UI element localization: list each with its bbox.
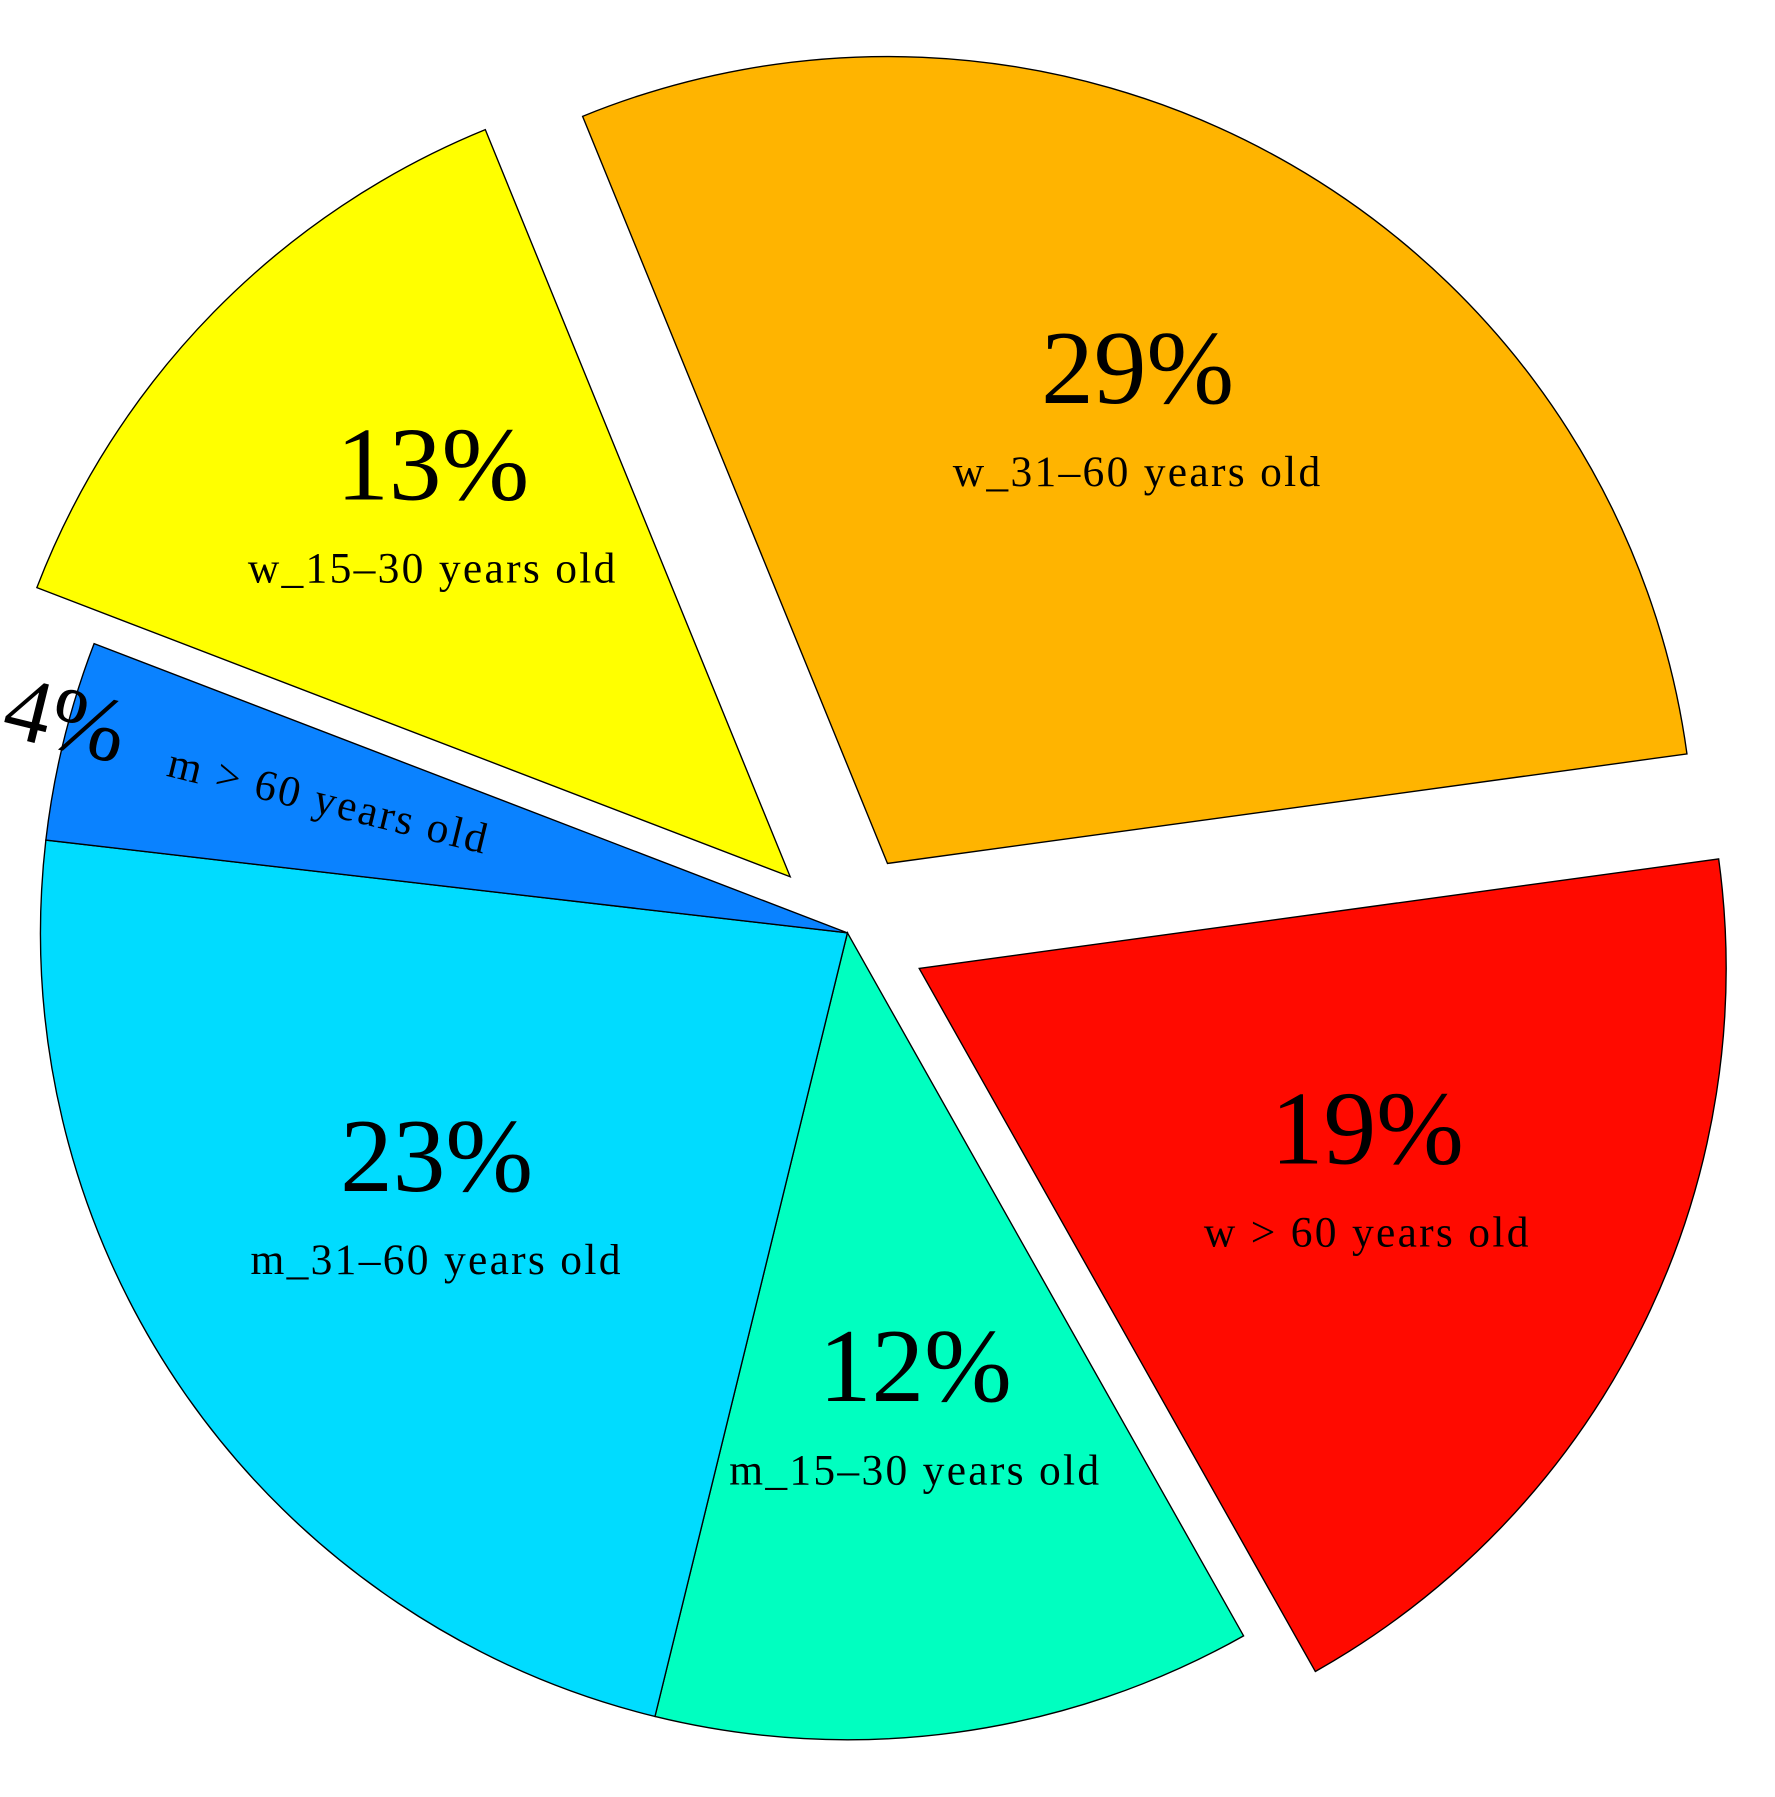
category-label: m_15–30 years old bbox=[729, 1446, 1101, 1494]
pie-slice bbox=[581, 55, 1688, 865]
value-label: 23% bbox=[340, 1097, 533, 1214]
value-label: 13% bbox=[336, 405, 529, 522]
value-label: 19% bbox=[1271, 1070, 1464, 1187]
value-label: 29% bbox=[1041, 309, 1234, 426]
pie-slice bbox=[45, 642, 848, 934]
category-label: m_31–60 years old bbox=[250, 1236, 622, 1284]
pie-slice bbox=[35, 128, 792, 878]
pie-slice bbox=[39, 839, 849, 1718]
pie-slice bbox=[918, 858, 1727, 1673]
category-label: w > 60 years old bbox=[1204, 1209, 1531, 1257]
pie-slice bbox=[654, 930, 1245, 1741]
value-label: 12% bbox=[819, 1307, 1012, 1424]
category-label: w_31–60 years old bbox=[953, 448, 1323, 496]
category-label: w_15–30 years old bbox=[248, 545, 618, 593]
